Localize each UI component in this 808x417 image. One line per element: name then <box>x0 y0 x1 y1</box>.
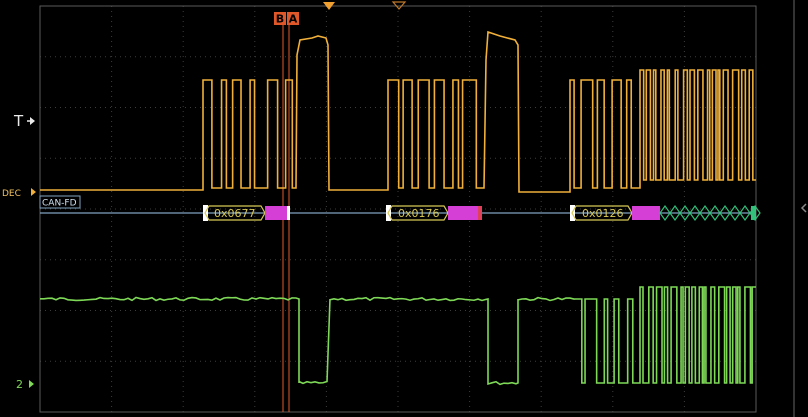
trigger-level-label: T <box>13 112 24 130</box>
cursor-b-label: B <box>276 13 284 26</box>
decode-ref-label: DEC <box>2 189 21 199</box>
bus-label: CAN-FD <box>42 199 77 209</box>
bus-frame-2[interactable]: 0x0176 <box>386 205 482 221</box>
trigger-position-icon[interactable] <box>323 2 335 10</box>
bus-frame-end <box>751 206 756 220</box>
bus-frame-2-id: 0x0176 <box>398 207 440 220</box>
bus-frame-3-id: 0x0126 <box>582 207 624 220</box>
cursor-b-marker[interactable]: B <box>274 12 286 26</box>
cursor-a-label: A <box>289 13 298 26</box>
bus-frame-3-data <box>659 204 761 222</box>
cursor-a-marker[interactable]: A <box>287 12 299 26</box>
trigger-level-marker[interactable]: T <box>13 112 35 130</box>
channel-2-trace <box>39 286 756 386</box>
bus-frame-3-dlc <box>632 206 660 220</box>
decode-trace <box>40 30 756 193</box>
decode-ref-marker[interactable]: DEC <box>2 188 36 199</box>
bus-frame-3[interactable]: 0x0126 <box>570 204 761 222</box>
bus-label-box: CAN-FD <box>39 195 81 209</box>
bus-frame-1[interactable]: 0x0677 <box>203 205 290 221</box>
bus-frame-1-dlc <box>265 206 287 220</box>
bus-frame-2-dlc <box>448 206 478 220</box>
bus-frame-1-id: 0x0677 <box>214 207 256 220</box>
chevron-left-icon[interactable] <box>800 203 807 213</box>
expansion-point-icon[interactable] <box>391 1 407 10</box>
channel-2-ref-label: 2 <box>16 378 23 391</box>
channel-2-ref-marker[interactable]: 2 <box>16 378 34 391</box>
